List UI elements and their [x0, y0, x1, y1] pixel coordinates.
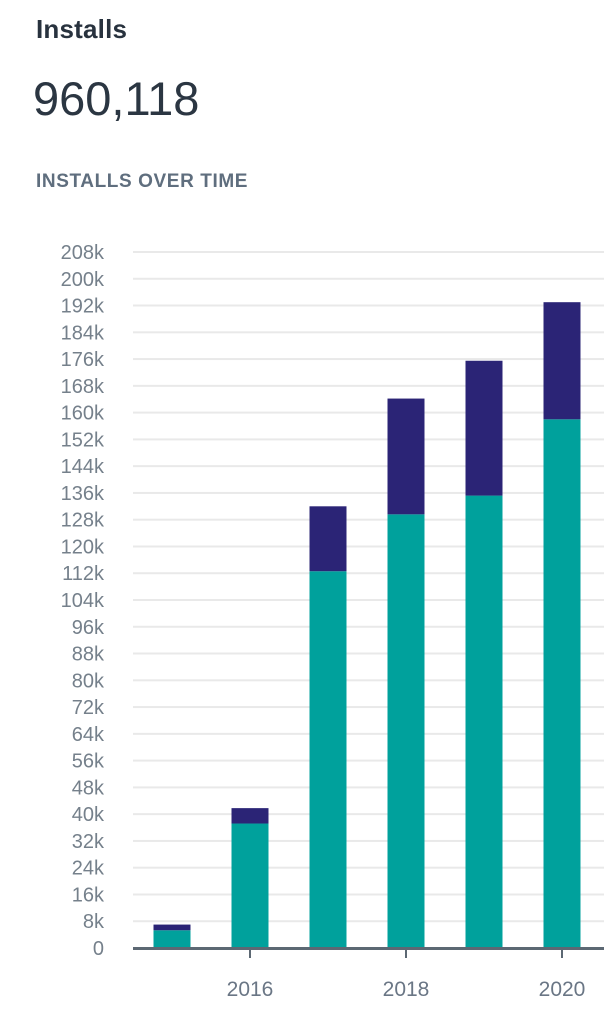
gridline — [133, 384, 604, 387]
y-axis-label: 184k — [61, 322, 105, 344]
gridline — [133, 599, 604, 601]
gridline — [133, 545, 604, 548]
bar-segment-2015-installs-secondary-segment[interactable] — [153, 924, 191, 931]
gridline — [133, 706, 604, 709]
y-axis-label: 64k — [72, 724, 105, 746]
bar-segment-2019-installs-primary-segment[interactable] — [465, 495, 503, 948]
gridline — [133, 491, 604, 494]
gridline — [133, 652, 604, 655]
y-axis-label: 32k — [72, 831, 105, 853]
y-axis-label: 40k — [72, 804, 105, 826]
gridline — [133, 358, 604, 361]
gridline — [133, 331, 604, 334]
gridline — [133, 732, 604, 735]
y-axis-label: 96k — [72, 617, 105, 639]
y-axis-label: 160k — [61, 403, 105, 425]
x-axis-tick — [405, 950, 407, 958]
x-axis-tick — [249, 950, 251, 958]
gridline — [133, 438, 604, 441]
bar-segment-2020-installs-primary-segment[interactable] — [543, 419, 581, 948]
bar-segment-2017-installs-secondary-segment[interactable] — [309, 506, 347, 572]
x-axis-label: 2020 — [539, 978, 586, 1001]
y-axis-label: 48k — [72, 777, 105, 799]
gridline — [133, 465, 604, 468]
section-heading: INSTALLS OVER TIME — [36, 171, 249, 192]
gridline — [133, 411, 604, 414]
gridline — [133, 786, 604, 789]
y-axis-label: 16k — [72, 884, 105, 906]
y-axis-label: 192k — [61, 296, 105, 318]
gridline — [133, 813, 604, 816]
bar-segment-2017-installs-primary-segment[interactable] — [309, 571, 347, 948]
y-axis-label: 80k — [72, 670, 105, 692]
y-axis-label: 0 — [93, 938, 104, 960]
y-axis-label: 200k — [61, 269, 105, 291]
page-title: Installs — [36, 14, 128, 44]
gridline — [133, 277, 604, 280]
x-axis-line — [133, 947, 604, 950]
installs-total-value: 960,118 — [33, 72, 200, 125]
x-axis-label: 2018 — [383, 978, 430, 1001]
gridline — [133, 518, 604, 521]
gridline — [133, 893, 604, 896]
y-axis-label: 24k — [72, 858, 105, 880]
y-axis-label: 8k — [83, 911, 105, 933]
gridline — [133, 759, 604, 762]
gridline — [133, 625, 604, 628]
y-axis-label: 88k — [72, 644, 105, 666]
y-axis-label: 208k — [61, 242, 105, 264]
bar-segment-2018-installs-secondary-segment[interactable] — [387, 398, 425, 515]
y-axis-label: 128k — [61, 510, 105, 532]
y-axis-label: 120k — [61, 536, 105, 558]
bar-segment-2015-installs-primary-segment[interactable] — [153, 930, 191, 948]
bar-segment-2016-installs-secondary-segment[interactable] — [231, 808, 269, 824]
y-axis-label: 152k — [61, 429, 105, 451]
y-axis-label: 168k — [61, 376, 105, 398]
y-axis-label: 56k — [72, 751, 105, 773]
y-axis-label: 104k — [61, 590, 105, 612]
bar-segment-2020-installs-secondary-segment[interactable] — [543, 302, 581, 420]
gridline — [133, 572, 604, 575]
y-axis-label: 176k — [61, 349, 105, 371]
gridline — [133, 866, 604, 869]
bar-segment-2016-installs-primary-segment[interactable] — [231, 823, 269, 948]
gridline — [133, 251, 604, 253]
gridline — [133, 920, 604, 923]
x-axis-label: 2016 — [227, 978, 274, 1001]
x-axis-tick — [561, 950, 563, 958]
y-axis-label: 72k — [72, 697, 105, 719]
gridline — [133, 304, 604, 307]
y-axis-label: 136k — [61, 483, 105, 505]
y-axis-label: 144k — [61, 456, 105, 478]
bar-segment-2019-installs-secondary-segment[interactable] — [465, 360, 503, 496]
bar-segment-2018-installs-primary-segment[interactable] — [387, 514, 425, 948]
gridline — [133, 839, 604, 842]
y-axis-label: 112k — [62, 563, 105, 585]
gridline — [133, 679, 604, 682]
